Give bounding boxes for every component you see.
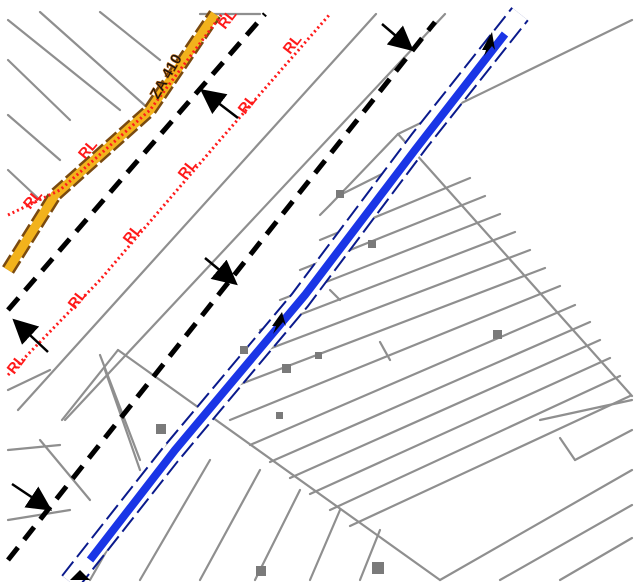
pointer-arrow-icon xyxy=(200,88,239,119)
parcel-lines xyxy=(6,10,634,582)
pointer-arrow-icon xyxy=(12,318,49,353)
dimension-arrows xyxy=(11,23,414,511)
building-square-icon xyxy=(493,330,502,339)
building-square-icon xyxy=(336,190,344,198)
boundary-dashed-lines xyxy=(6,12,437,562)
blue-channel xyxy=(61,7,529,582)
building-square-icon xyxy=(256,566,266,576)
building-square-icon xyxy=(276,412,283,419)
flow-arrows xyxy=(70,32,495,580)
arrow-icon xyxy=(272,312,286,334)
rl-line-lower xyxy=(6,13,332,377)
building-square-icon xyxy=(240,346,248,354)
road-za-410 xyxy=(2,10,221,274)
building-square-icon xyxy=(315,352,322,359)
building-square-icon xyxy=(282,364,291,373)
pointer-arrow-icon xyxy=(204,257,238,286)
arrow-icon xyxy=(482,32,495,56)
pointer-arrow-icon xyxy=(381,23,414,52)
buildings xyxy=(156,190,502,576)
building-square-icon xyxy=(372,562,384,574)
building-square-icon xyxy=(156,424,166,434)
pointer-arrow-icon xyxy=(11,482,53,511)
arrow-icon xyxy=(70,570,90,580)
building-square-icon xyxy=(368,240,376,248)
